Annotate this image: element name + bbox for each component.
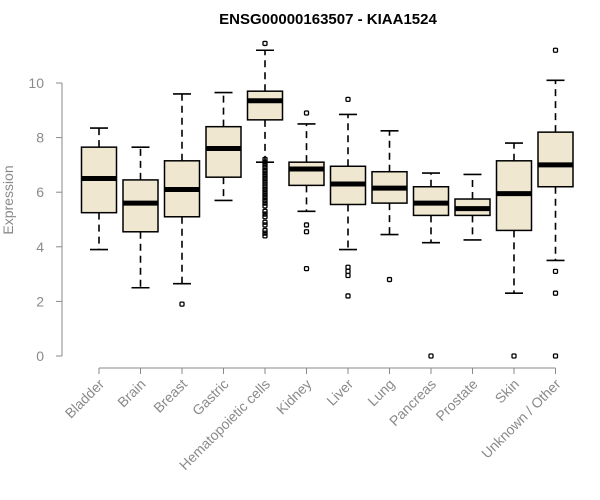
outlier-point [303,110,310,116]
box-group [246,40,284,239]
box-group [537,47,574,359]
y-tick-label: 10 [28,75,44,91]
outlier-point [262,222,268,228]
outlier-point [262,167,268,174]
box-iqr [288,161,325,187]
outlier-point [262,219,268,225]
x-tick-label: Skin [492,376,523,407]
outlier-point [262,230,268,236]
outlier-point [262,181,268,187]
box-iqr [205,125,242,178]
y-axis-label: Expression [0,165,16,234]
outlier-point [262,156,268,163]
box-group [454,173,491,241]
box-group [122,146,159,289]
x-tick-label: Kidney [273,376,315,418]
box-group [371,129,408,283]
outlier-point [345,96,351,103]
outlier-point [262,189,268,195]
outlier-point [386,276,393,283]
outlier-point [262,208,268,214]
x-tick-label: Brain [114,376,148,410]
box-group [412,172,450,359]
y-tick-label: 2 [36,293,44,309]
outlier-point [262,162,268,168]
outlier-point [262,192,268,198]
chart-title: ENSG00000163507 - KIAA1524 [219,11,437,28]
box-group [495,142,533,359]
outlier-point [262,175,268,182]
box-iqr [122,179,159,233]
outlier-point [552,47,559,53]
outlier-point [511,353,517,359]
x-tick-label: Prostate [432,376,480,424]
outlier-point [262,40,268,47]
outlier-point [345,264,351,270]
box-group [163,93,201,307]
outlier-point [552,353,559,359]
y-tick-label: 4 [36,239,44,255]
outlier-point [262,164,268,171]
x-tick-label: Liver [323,376,356,409]
outlier-point [262,233,268,239]
outlier-point [262,195,268,201]
outlier-point [552,268,559,275]
outlier-point [345,268,351,275]
outlier-point [262,178,268,184]
x-tick-label: Breast [150,376,190,416]
outlier-point [303,222,310,228]
outlier-point [262,227,268,234]
x-tick-label: Unknown / Other [478,376,564,462]
box-group [288,110,325,272]
y-tick-label: 6 [36,184,44,200]
outlier-point [345,272,351,279]
outlier-point [262,184,268,190]
plot-area [80,40,574,359]
outlier-point [262,211,268,217]
box-group [80,127,118,251]
x-tick-label: Lung [364,376,397,409]
outlier-point [179,301,185,307]
y-tick-label: 8 [36,130,44,146]
box-group [205,91,242,202]
outlier-point [262,197,268,204]
box-iqr [537,131,574,188]
outlier-point [303,229,310,235]
outlier-point [428,353,434,359]
x-tick-label: Bladder [62,376,108,422]
y-tick-label: 0 [36,348,44,364]
outlier-point [345,293,351,299]
outlier-point [262,159,268,165]
outlier-point [552,290,559,296]
outlier-point [262,173,268,179]
outlier-point [262,214,268,220]
box-group [329,96,367,299]
box-iqr [246,90,284,121]
outlier-point [262,186,268,193]
outlier-point [262,170,268,176]
outlier-point [303,265,310,272]
outlier-point [262,203,268,209]
outlier-point [262,200,268,206]
